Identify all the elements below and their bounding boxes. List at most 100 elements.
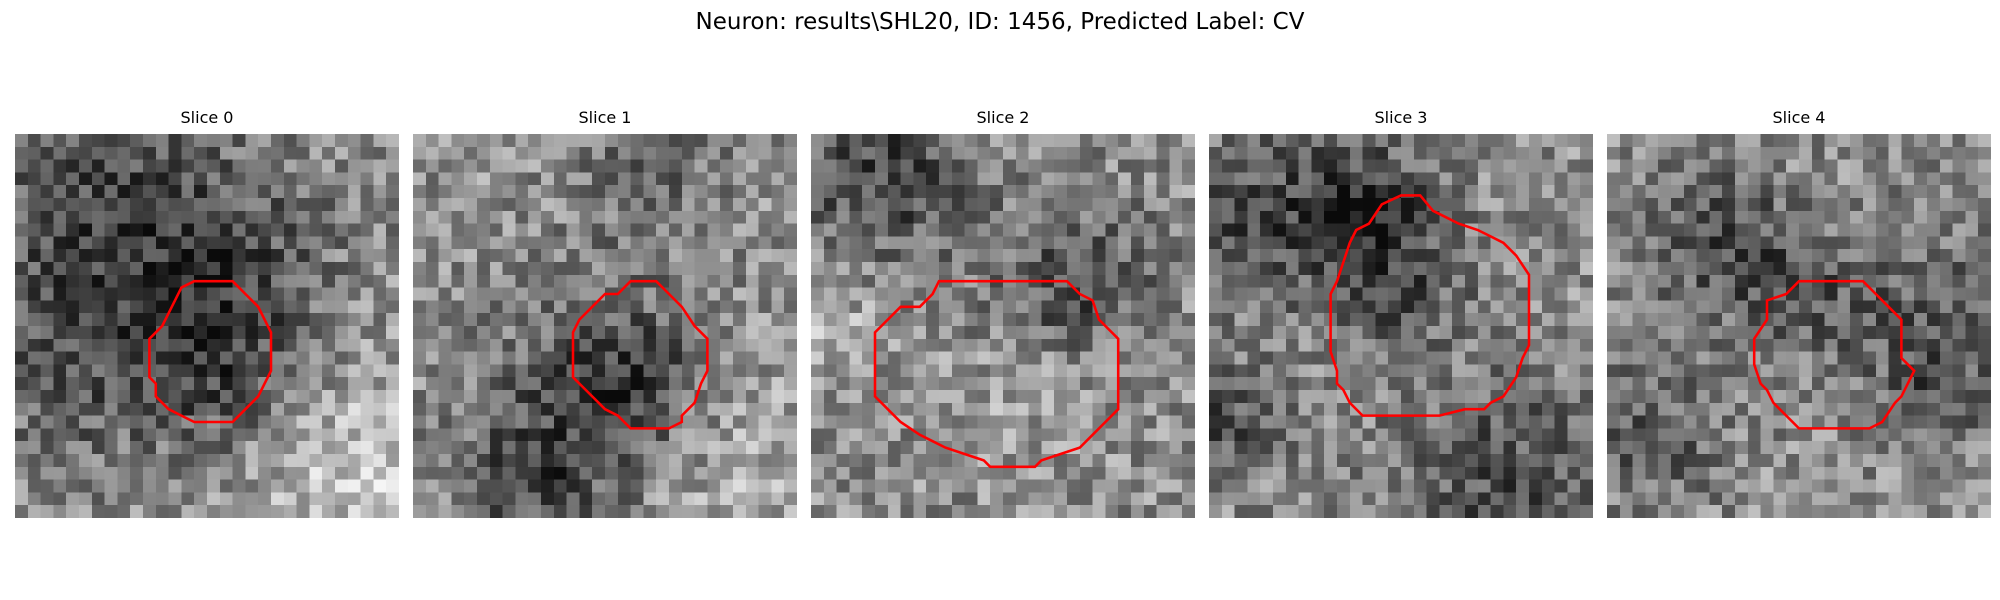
pixel bbox=[15, 210, 29, 224]
pixel bbox=[1118, 134, 1132, 148]
pixel bbox=[219, 300, 233, 314]
pixel bbox=[720, 377, 734, 391]
pixel bbox=[53, 300, 67, 314]
pixel bbox=[15, 223, 29, 237]
pixel bbox=[27, 479, 41, 493]
pixel bbox=[553, 364, 567, 378]
pixel bbox=[758, 492, 772, 506]
pixel bbox=[553, 198, 567, 212]
pixel bbox=[1901, 146, 1915, 160]
pixel bbox=[1388, 185, 1402, 199]
pixel bbox=[1529, 351, 1543, 365]
pixel bbox=[1041, 223, 1055, 237]
pixel bbox=[605, 377, 619, 391]
pixel bbox=[1465, 364, 1479, 378]
pixel bbox=[207, 466, 221, 480]
pixel bbox=[926, 223, 940, 237]
pixel bbox=[1632, 505, 1646, 518]
pixel bbox=[1298, 351, 1312, 365]
pixel bbox=[1465, 505, 1479, 518]
pixel bbox=[541, 159, 555, 173]
pixel bbox=[335, 249, 349, 263]
pixel bbox=[1118, 223, 1132, 237]
pixel bbox=[771, 159, 785, 173]
pixel bbox=[1362, 441, 1376, 455]
pixel bbox=[27, 505, 41, 518]
pixel bbox=[1092, 377, 1106, 391]
pixel bbox=[1169, 313, 1183, 327]
pixel bbox=[553, 287, 567, 301]
pixel bbox=[489, 236, 503, 250]
pixel bbox=[990, 402, 1004, 416]
pixel bbox=[386, 210, 399, 224]
pixel bbox=[1169, 377, 1183, 391]
pixel bbox=[1490, 454, 1504, 468]
pixel bbox=[1388, 492, 1402, 506]
pixel bbox=[1658, 364, 1672, 378]
pixel bbox=[669, 377, 683, 391]
pixel bbox=[1850, 364, 1864, 378]
pixel bbox=[720, 415, 734, 429]
pixel bbox=[926, 210, 940, 224]
pixel bbox=[900, 428, 914, 442]
pixel bbox=[309, 249, 323, 263]
pixel bbox=[1477, 351, 1491, 365]
pixel bbox=[438, 364, 452, 378]
pixel bbox=[245, 454, 259, 468]
pixel bbox=[79, 262, 93, 276]
pixel bbox=[900, 454, 914, 468]
pixel bbox=[283, 326, 297, 340]
pixel bbox=[771, 479, 785, 493]
pixel bbox=[1273, 479, 1287, 493]
pixel bbox=[335, 300, 349, 314]
pixel bbox=[1709, 134, 1723, 148]
pixel bbox=[489, 134, 503, 148]
pixel bbox=[745, 134, 759, 148]
pixel bbox=[1914, 146, 1928, 160]
pixel bbox=[900, 146, 914, 160]
pixel bbox=[939, 172, 953, 186]
pixel bbox=[849, 262, 863, 276]
pixel bbox=[1079, 377, 1093, 391]
pixel bbox=[464, 262, 478, 276]
pixel bbox=[1490, 351, 1504, 365]
pixel bbox=[104, 326, 118, 340]
pixel bbox=[1696, 146, 1710, 160]
pixel bbox=[207, 338, 221, 352]
pixel bbox=[155, 274, 169, 288]
pixel bbox=[1683, 262, 1697, 276]
pixel bbox=[322, 492, 336, 506]
pixel bbox=[707, 338, 721, 352]
pixel bbox=[1875, 287, 1889, 301]
pixel bbox=[1337, 351, 1351, 365]
pixel bbox=[913, 172, 927, 186]
pixel bbox=[849, 351, 863, 365]
pixel bbox=[1824, 249, 1838, 263]
pixel bbox=[66, 441, 80, 455]
pixel bbox=[15, 198, 29, 212]
pixel bbox=[53, 249, 67, 263]
pixel bbox=[373, 274, 387, 288]
pixel bbox=[1850, 402, 1864, 416]
pixel bbox=[27, 172, 41, 186]
pixel bbox=[1273, 454, 1287, 468]
pixel bbox=[258, 274, 272, 288]
pixel bbox=[143, 390, 157, 404]
pixel bbox=[283, 249, 297, 263]
pixel bbox=[1477, 492, 1491, 506]
pixel bbox=[656, 249, 670, 263]
pixel bbox=[53, 172, 67, 186]
pixel bbox=[451, 415, 465, 429]
pixel bbox=[669, 274, 683, 288]
pixel bbox=[1632, 402, 1646, 416]
pixel bbox=[694, 351, 708, 365]
pixel bbox=[1118, 441, 1132, 455]
pixel bbox=[1465, 134, 1479, 148]
pixel bbox=[104, 146, 118, 160]
pixel bbox=[1799, 402, 1813, 416]
pixel bbox=[168, 262, 182, 276]
pixel bbox=[1375, 428, 1389, 442]
pixel bbox=[1067, 454, 1081, 468]
slice-panel-0: Slice 0 bbox=[15, 108, 399, 522]
pixel bbox=[130, 236, 144, 250]
